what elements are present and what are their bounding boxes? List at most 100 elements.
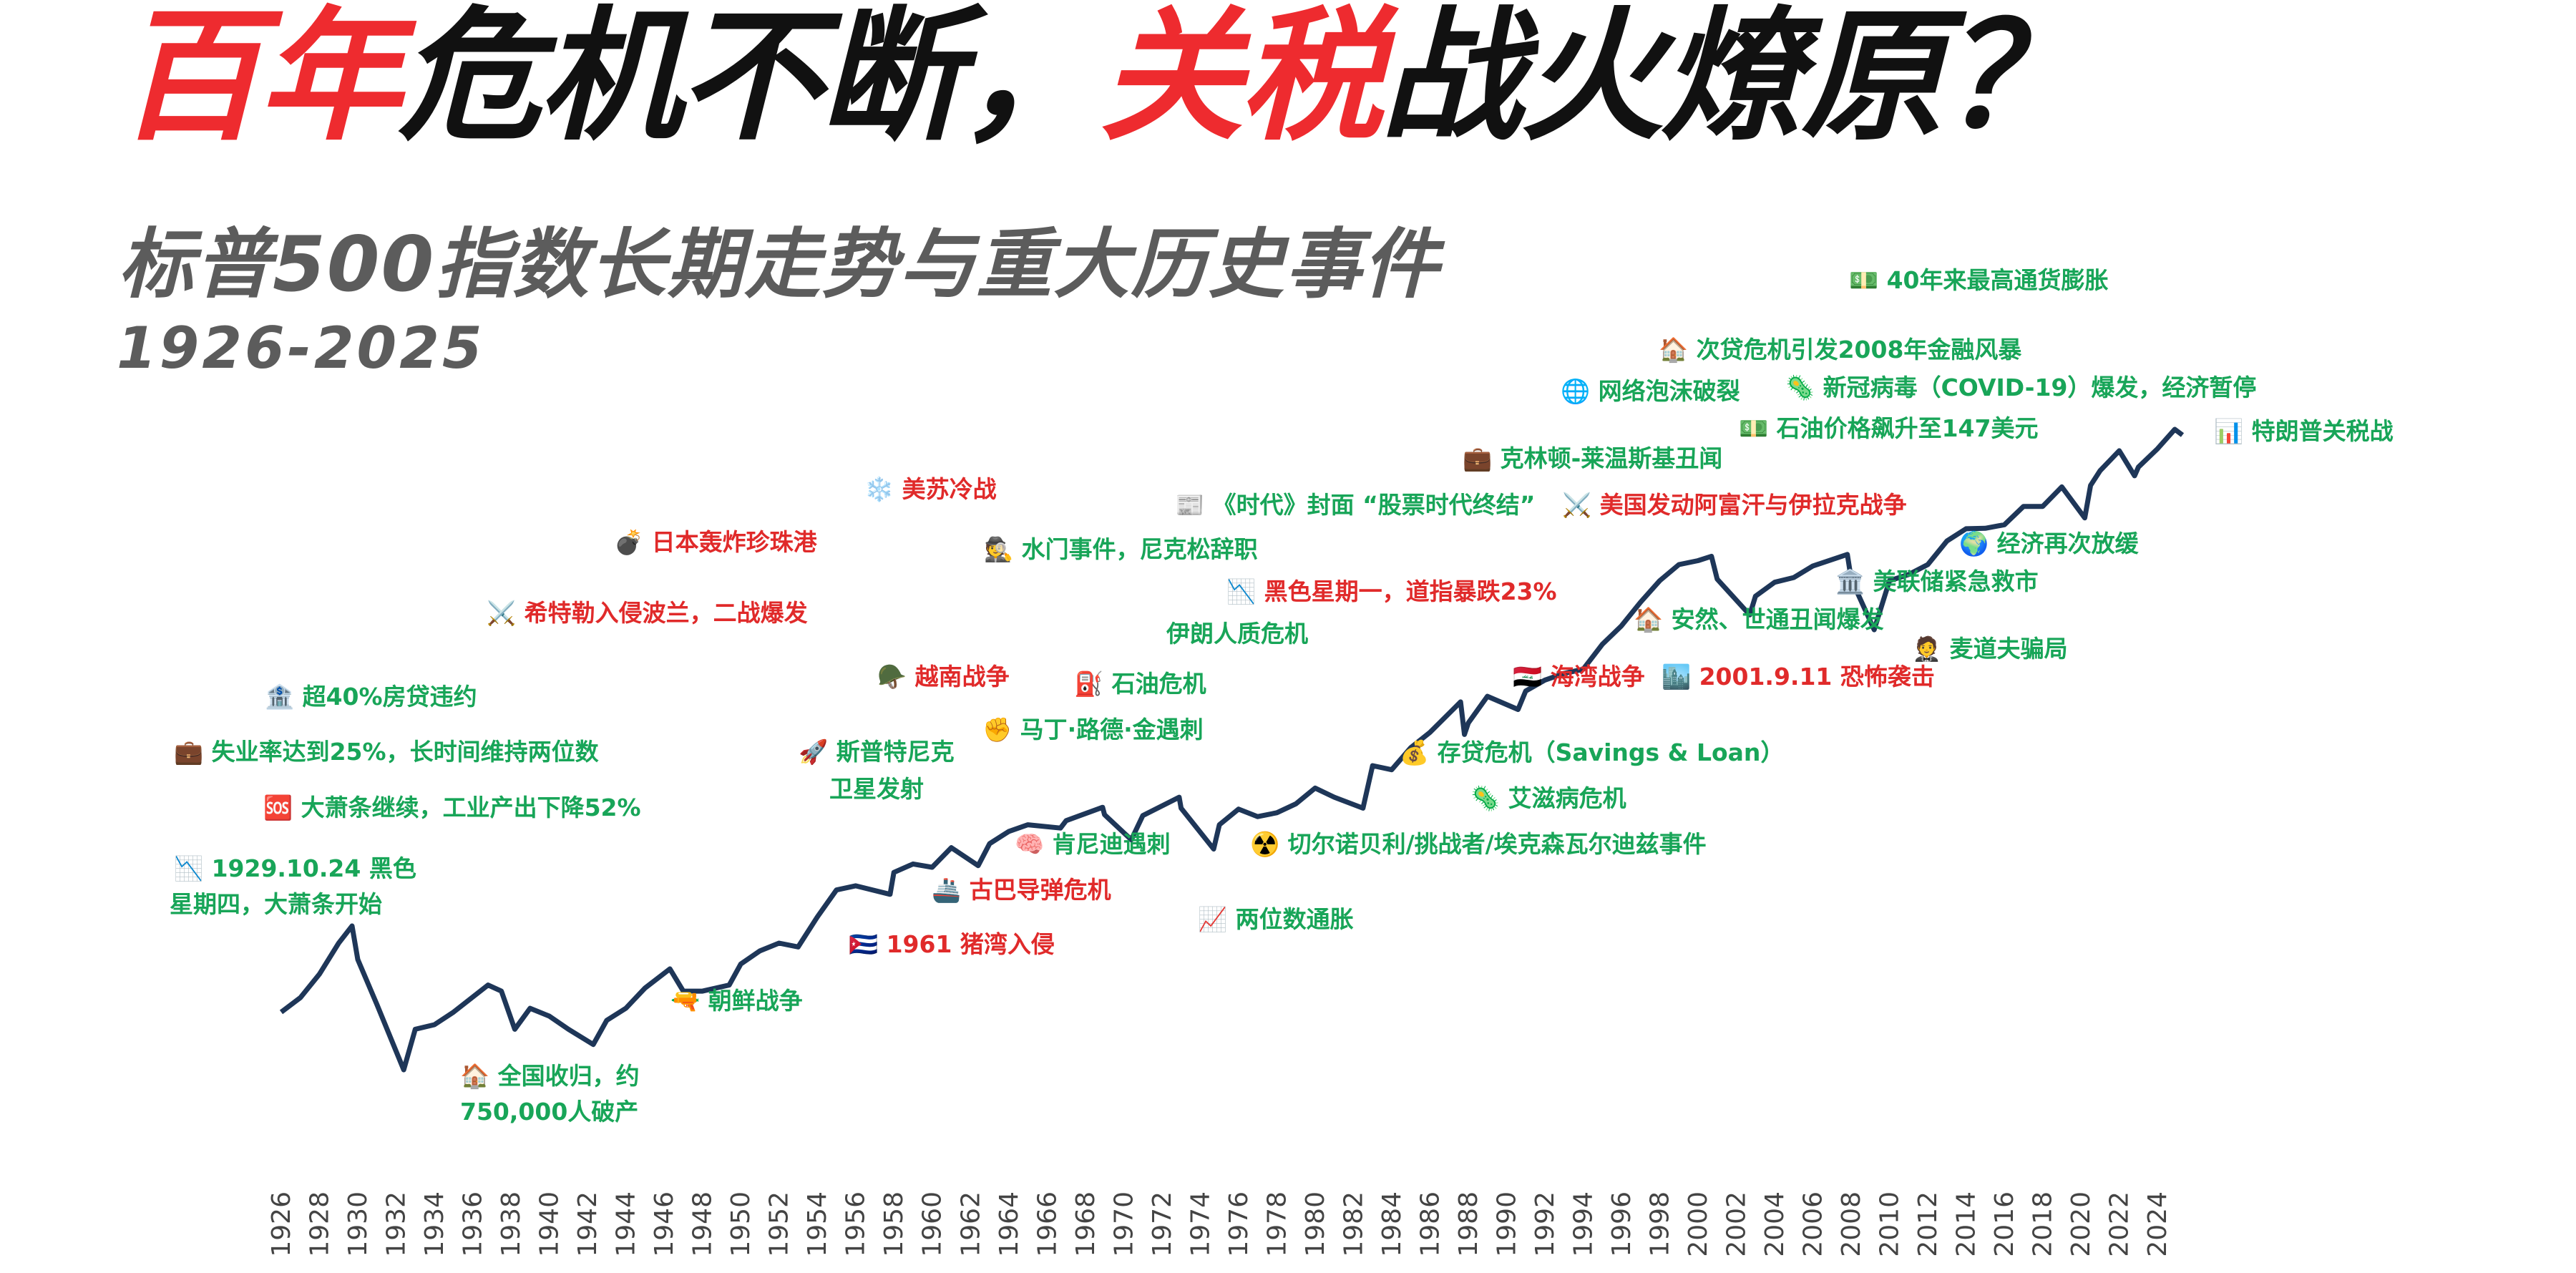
event-annotation: 📰 《时代》封面 “股票时代终结” — [1175, 491, 1535, 519]
event-annotation: ⛽ 石油危机 — [1074, 670, 1206, 698]
x-tick-label: 1948 — [688, 1191, 718, 1257]
x-tick-label: 2008 — [1837, 1191, 1866, 1257]
event-annotation: 🧠 肯尼迪遇刺 — [1015, 830, 1171, 858]
event-annotation: 🕵️ 水门事件，尼克松辞职 — [984, 535, 1258, 563]
x-tick-label: 1988 — [1454, 1191, 1483, 1257]
x-tick-label: 1968 — [1071, 1191, 1101, 1257]
x-tick-label: 2006 — [1799, 1191, 1828, 1257]
x-tick-label: 1992 — [1531, 1191, 1560, 1257]
x-tick-label: 1986 — [1415, 1191, 1445, 1257]
annotations: 💵 40年来最高通货膨胀 🏠 次贷危机引发2008年金融风暴 🌐 网络泡沫破裂 🦠 新… — [170, 266, 2394, 1126]
event-annotation: ⚔️ 希特勒入侵波兰，二战爆发 — [487, 599, 808, 627]
x-tick-label: 1928 — [306, 1191, 335, 1257]
main-title: 百年危机不断，关税战火燎原？ — [118, 6, 2084, 149]
event-annotation: 💣 日本轰炸珍珠港 — [614, 528, 818, 557]
event-annotation: 星期四，大萧条开始 — [170, 890, 382, 918]
event-annotation: 🇨🇺 1961 猪湾入侵 — [849, 930, 1055, 958]
title-part1: 百年 — [118, 0, 401, 160]
x-tick-label: 2010 — [1875, 1191, 1905, 1257]
x-tick-label: 1976 — [1224, 1191, 1254, 1257]
event-annotation: 🪖 越南战争 — [877, 663, 1010, 691]
event-annotation: 🏦 超40%房贷违约 — [265, 683, 477, 711]
event-annotation: 📉 黑色星期一，道指暴跌23% — [1226, 577, 1557, 605]
x-tick-label: 2016 — [1990, 1191, 2019, 1257]
x-tick-label: 1982 — [1339, 1191, 1368, 1257]
event-annotation: ⚔️ 美国发动阿富汗与伊拉克战争 — [1562, 491, 1907, 519]
x-tick-label: 1940 — [535, 1191, 565, 1257]
x-tick-label: 2012 — [1913, 1191, 1943, 1257]
event-annotation: 750,000人破产 — [460, 1098, 638, 1126]
x-tick-label: 1984 — [1377, 1191, 1407, 1257]
event-annotation: 💵 石油价格飙升至147美元 — [1739, 414, 2038, 442]
sp500-series-line — [279, 426, 2185, 1073]
x-tick-label: 2014 — [1952, 1191, 1981, 1257]
x-tick-label: 1966 — [1033, 1191, 1062, 1257]
event-annotation: 🚀 斯普特尼克 — [799, 738, 955, 766]
x-tick-label: 1970 — [1109, 1191, 1138, 1257]
chart-subtitle: 标普500指数长期走势与重大历史事件 — [118, 220, 1440, 308]
event-annotation: 卫星发射 — [829, 775, 924, 803]
x-tick-label: 2018 — [2029, 1191, 2058, 1257]
event-annotation: ☢️ 切尔诺贝利/挑战者/埃克森瓦尔迪兹事件 — [1250, 830, 1707, 858]
event-annotation: 💵 40年来最高通货膨胀 — [1849, 266, 2109, 294]
x-tick-label: 1962 — [956, 1191, 985, 1257]
x-tick-label: 1978 — [1262, 1191, 1292, 1257]
event-annotation: 💼 克林顿-莱温斯基丑闻 — [1463, 444, 1722, 472]
event-annotation: 🦠 新冠病毒（COVID-19）爆发，经济暂停 — [1785, 374, 2256, 401]
x-axis: 1926 1928 1930 1932 1934 1936 1938 1940 1942 1944… — [267, 1191, 2172, 1257]
event-annotation: ✊ 马丁·路德·金遇刺 — [982, 716, 1204, 744]
x-tick-label: 1990 — [1493, 1191, 1522, 1257]
event-annotation: 📉 1929.10.24 黑色 — [174, 854, 416, 882]
event-annotation: 🏠 次贷危机引发2008年金融风暴 — [1659, 336, 2022, 364]
x-tick-label: 1938 — [497, 1191, 526, 1257]
x-tick-label: 1950 — [726, 1191, 756, 1257]
x-tick-label: 1998 — [1646, 1191, 1675, 1257]
x-tick-label: 2002 — [1722, 1191, 1752, 1257]
event-annotation: 🌍 经济再次放缓 — [1959, 530, 2140, 557]
event-annotation: 伊朗人质危机 — [1166, 620, 1308, 648]
year-range: 1926-2025 — [117, 315, 485, 381]
x-tick-label: 1934 — [420, 1191, 449, 1257]
event-annotation: 💰 存贷危机（Savings & Loan） — [1400, 738, 1784, 767]
x-tick-label: 1946 — [650, 1191, 679, 1257]
x-tick-label: 1980 — [1301, 1191, 1330, 1257]
x-tick-label: 2004 — [1760, 1191, 1790, 1257]
event-annotation: 🏙️ 2001.9.11 恐怖袭击 — [1662, 663, 1935, 691]
x-tick-label: 1930 — [343, 1191, 373, 1257]
title-part4: 战火燎原？ — [1380, 0, 2084, 160]
x-tick-label: 1994 — [1569, 1191, 1599, 1257]
line-layer — [279, 426, 2185, 1073]
x-tick-label: 1944 — [612, 1191, 641, 1257]
event-annotation: 🏠 安然、世通丑闻爆发 — [1634, 605, 1884, 633]
x-tick-label: 1996 — [1607, 1191, 1636, 1257]
x-tick-label: 1964 — [995, 1191, 1024, 1257]
x-tick-label: 2022 — [2105, 1191, 2135, 1257]
x-tick-label: 1936 — [459, 1191, 488, 1257]
x-tick-label: 1972 — [1148, 1191, 1177, 1257]
x-tick-label: 1958 — [879, 1191, 909, 1257]
x-tick-label: 2000 — [1684, 1191, 1713, 1257]
x-tick-label: 1954 — [803, 1191, 832, 1257]
event-annotation: 🌐 网络泡沫破裂 — [1561, 377, 1740, 405]
x-tick-label: 1926 — [267, 1191, 296, 1257]
x-tick-label: 1974 — [1186, 1191, 1215, 1257]
event-annotation: 🤵 麦道夫骗局 — [1912, 635, 2068, 663]
event-annotation: 🚢 古巴导弹危机 — [932, 876, 1111, 904]
event-annotation: 📈 两位数通胀 — [1198, 905, 1354, 933]
x-tick-label: 2024 — [2143, 1191, 2172, 1257]
x-tick-label: 1932 — [382, 1191, 411, 1257]
event-annotation: 🔫 朝鲜战争 — [670, 987, 803, 1015]
event-annotation: ❄️ 美苏冷战 — [864, 475, 997, 503]
event-annotation: 🏛️ 美联储紧急救市 — [1835, 567, 2039, 595]
event-annotation: 🦠 艾滋病危机 — [1470, 784, 1626, 812]
x-tick-label: 1952 — [765, 1191, 794, 1257]
title-part3: 关税 — [1100, 0, 1383, 160]
event-annotation: 📊 特朗普关税战 — [2214, 417, 2394, 445]
event-annotation: 🇮🇶 海湾战争 — [1513, 663, 1645, 691]
x-tick-label: 2020 — [2067, 1191, 2096, 1257]
x-tick-label: 1942 — [573, 1191, 602, 1257]
title-part2: 危机不断， — [399, 0, 1103, 160]
x-tick-label: 1956 — [841, 1191, 871, 1257]
event-annotation: 💼 失业率达到25%，长时间维持两位数 — [174, 738, 600, 766]
